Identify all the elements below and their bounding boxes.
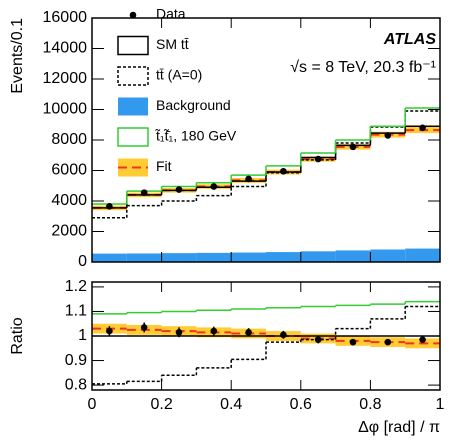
y-tick-label: 0.8 — [65, 376, 87, 393]
y-tick-label: 6000 — [51, 162, 87, 179]
background-bar — [161, 253, 197, 262]
y-axis-label: Events/0.1 — [9, 18, 26, 94]
y-tick-label: 1.2 — [65, 278, 87, 295]
data-point — [140, 189, 148, 196]
background-bar — [231, 252, 266, 262]
y-tick-label: 8000 — [51, 131, 87, 148]
data-point — [245, 329, 252, 336]
background-bar — [196, 252, 232, 262]
y-tick-label: 16000 — [43, 9, 88, 26]
legend-label: Fit — [156, 158, 172, 174]
x-tick-label: 0.4 — [220, 396, 242, 413]
background-bar — [405, 248, 440, 262]
y-tick-label: 2000 — [51, 223, 87, 240]
y-tick-label: 14000 — [43, 40, 88, 57]
data-point — [384, 338, 392, 346]
data-point — [314, 155, 322, 163]
legend-label: Background — [156, 97, 231, 113]
background-bar — [92, 253, 127, 262]
data-point — [419, 124, 426, 132]
data-point — [175, 186, 183, 193]
y-tick-label: 10000 — [43, 101, 88, 118]
data-point — [140, 324, 148, 331]
data-point — [280, 167, 287, 175]
data-point — [106, 203, 113, 210]
y-axis-label: Ratio — [9, 317, 26, 354]
y-tick-label: 0 — [78, 253, 87, 270]
legend-marker — [129, 11, 137, 19]
energy-label: √s = 8 TeV, 20.3 fb⁻¹ — [290, 59, 436, 76]
legend-label: tt̄ (A=0) — [156, 67, 202, 83]
data-point — [280, 331, 287, 339]
background-bar — [370, 249, 406, 262]
legend-label: t̃₁t̃̄₁, 180 GeV — [155, 128, 237, 144]
y-tick-label: 4000 — [51, 192, 87, 209]
data-point — [349, 143, 357, 151]
y-tick-label: 12000 — [43, 70, 88, 87]
x-tick-label: 1 — [436, 396, 445, 413]
legend-marker — [118, 97, 148, 116]
background-bar — [266, 252, 301, 262]
legend-label: SM tt̄ — [156, 36, 189, 52]
legend-marker — [117, 127, 149, 147]
y-tick-label: 0.9 — [65, 352, 87, 369]
x-tick-label: 0.6 — [290, 396, 312, 413]
background-bar — [335, 250, 371, 262]
data-point — [384, 132, 392, 139]
legend-label: Data — [156, 6, 186, 22]
legend-marker — [117, 66, 149, 86]
y-tick-label: 1 — [78, 327, 87, 344]
data-point — [349, 338, 357, 346]
background-bar — [300, 251, 336, 262]
legend-marker — [117, 35, 149, 56]
experiment-label: ATLAS — [383, 31, 436, 48]
background-bar — [126, 253, 162, 262]
data-point — [210, 327, 218, 335]
x-tick-label: 0.8 — [359, 396, 381, 413]
y-tick-label: 1.1 — [65, 303, 87, 320]
data-point — [106, 327, 113, 335]
x-tick-label: 0.2 — [150, 396, 172, 413]
data-point — [175, 329, 183, 336]
data-point — [245, 175, 252, 183]
data-point — [210, 183, 218, 190]
x-tick-label: 0 — [88, 396, 97, 413]
data-point — [314, 336, 322, 343]
data-point — [419, 336, 426, 343]
x-axis-label: Δφ [rad] / π — [358, 419, 440, 436]
